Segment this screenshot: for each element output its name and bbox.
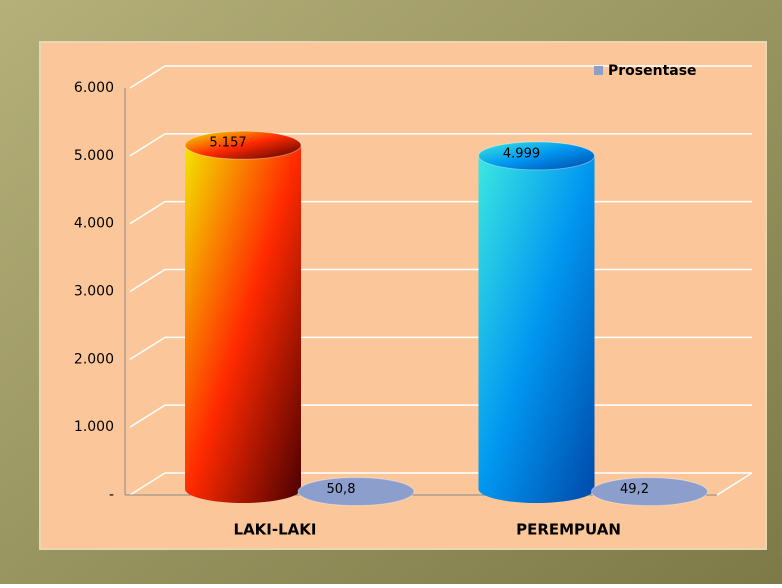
cylinder-body xyxy=(185,145,301,503)
cylinder xyxy=(591,477,708,507)
y-tick-label: 4.000 xyxy=(74,216,114,232)
grid-line xyxy=(129,65,752,89)
cylinder xyxy=(297,477,415,507)
value-label: 5.157 xyxy=(209,136,246,151)
y-tick-label: 5.000 xyxy=(74,148,114,164)
y-tick-label: 1.000 xyxy=(74,419,114,435)
value-label: 49,2 xyxy=(620,482,649,497)
cylinder xyxy=(184,130,302,503)
y-tick-label: - xyxy=(109,487,114,503)
y-tick-label: 3.000 xyxy=(74,284,114,300)
y-tick-label: 6.000 xyxy=(74,80,114,96)
plot-panel xyxy=(39,41,767,550)
x-tick-label: LAKI-LAKI xyxy=(234,521,317,539)
cylinder xyxy=(478,141,595,504)
legend-label: Prosentase xyxy=(608,63,697,79)
value-label: 4.999 xyxy=(503,146,540,161)
grid-line xyxy=(129,133,752,157)
x-tick-label: PEREMPUAN xyxy=(516,521,621,539)
cylinder-top xyxy=(184,130,302,160)
cylinder-top xyxy=(478,141,595,171)
cylinder-top xyxy=(297,477,415,507)
legend-swatch xyxy=(594,66,603,75)
floor-edge xyxy=(716,472,753,496)
value-label: 50,8 xyxy=(327,482,356,497)
cylinder-top xyxy=(591,477,708,507)
y-tick-label: 2.000 xyxy=(74,351,114,367)
cylinder-body xyxy=(478,155,595,504)
